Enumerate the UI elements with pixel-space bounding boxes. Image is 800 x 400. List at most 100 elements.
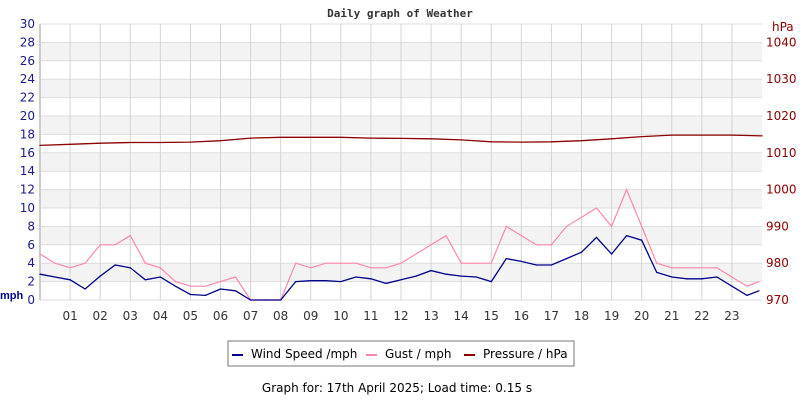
y-right-tick-label: 970: [766, 293, 789, 307]
data-point-gust: [234, 276, 237, 278]
data-point-gust: [295, 262, 297, 264]
data-point-gust: [355, 262, 357, 264]
y-right-tick-label: 1030: [766, 72, 797, 86]
data-point-wind: [84, 288, 86, 290]
data-point-pressure: [610, 138, 613, 140]
data-point-wind: [701, 278, 703, 280]
data-point-wind: [159, 276, 161, 278]
data-point-gust: [460, 262, 462, 264]
data-point-wind: [626, 235, 628, 237]
x-tick-label: 22: [694, 309, 709, 323]
y-left-tick-label: 16: [20, 146, 35, 160]
data-point-gust: [204, 285, 207, 287]
data-point-gust: [716, 267, 718, 269]
data-point-wind: [295, 281, 297, 283]
data-point-gust: [656, 262, 658, 264]
data-point-wind: [265, 299, 267, 301]
data-point-pressure: [490, 141, 492, 143]
right-axis-label: hPa: [772, 20, 794, 34]
y-left-tick-label: 14: [20, 164, 35, 178]
data-point-gust: [310, 267, 312, 269]
data-point-gust: [686, 267, 688, 269]
data-point-pressure: [580, 140, 583, 142]
data-point-pressure: [701, 134, 703, 136]
data-point-wind: [69, 279, 71, 281]
data-point-pressure: [550, 141, 553, 143]
x-tick-label: 12: [393, 309, 408, 323]
data-point-gust: [340, 262, 342, 264]
data-point-wind: [550, 264, 553, 266]
left-axis-label: mph: [0, 290, 24, 302]
data-point-gust: [580, 216, 583, 218]
data-point-wind: [746, 294, 748, 296]
data-point-gust: [445, 235, 447, 237]
x-tick-label: 03: [123, 309, 138, 323]
data-point-wind: [310, 280, 312, 282]
x-tick-label: 04: [153, 309, 168, 323]
data-point-wind: [129, 267, 131, 269]
footer-text: Graph for: 17th April 2025; Load time: 0…: [262, 381, 532, 395]
data-point-gust: [641, 225, 643, 227]
y-right-tick-label: 1040: [766, 35, 797, 49]
x-tick-label: 16: [514, 309, 529, 323]
legend-wind: Wind Speed /mph: [251, 347, 357, 361]
data-point-gust: [731, 276, 733, 278]
x-tick-label: 01: [62, 309, 77, 323]
data-point-pressure: [520, 141, 522, 143]
data-point-gust: [174, 281, 176, 283]
data-point-wind: [370, 278, 372, 280]
data-point-wind: [144, 279, 146, 281]
x-tick-label: 02: [93, 309, 108, 323]
x-tick-label: 08: [273, 309, 288, 323]
data-point-wind: [325, 280, 327, 282]
x-tick-label: 21: [664, 309, 679, 323]
data-point-gust: [671, 267, 673, 269]
data-point-wind: [99, 275, 101, 277]
data-point-wind: [415, 275, 417, 277]
data-point-gust: [535, 244, 537, 246]
data-point-gust: [400, 262, 402, 264]
data-point-gust: [144, 262, 146, 264]
data-point-gust: [325, 262, 327, 264]
y-left-tick-label: 24: [20, 72, 35, 86]
data-point-pressure: [249, 137, 252, 139]
data-point-wind: [39, 273, 41, 275]
data-point-pressure: [731, 134, 733, 136]
data-point-gust: [129, 235, 131, 237]
data-point-pressure: [400, 137, 402, 140]
data-point-pressure: [370, 137, 372, 139]
data-point-wind: [505, 258, 507, 260]
data-point-gust: [385, 267, 387, 269]
data-point-wind: [565, 258, 568, 260]
x-tick-label: 20: [634, 309, 649, 323]
y-left-tick-label: 2: [27, 275, 35, 289]
data-point-gust: [430, 244, 432, 246]
x-tick-label: 05: [183, 309, 198, 323]
data-point-gust: [475, 262, 477, 264]
data-point-pressure: [671, 134, 673, 136]
y-right-tick-label: 1000: [766, 183, 797, 197]
data-point-gust: [550, 244, 553, 246]
data-point-gust: [746, 285, 748, 287]
x-tick-label: 18: [574, 309, 589, 323]
data-point-wind: [656, 271, 658, 273]
data-point-wind: [758, 290, 760, 292]
data-point-wind: [731, 285, 733, 287]
data-point-gust: [505, 225, 507, 227]
y-left-tick-label: 8: [27, 219, 35, 233]
data-point-pressure: [189, 141, 192, 143]
data-point-gust: [595, 207, 598, 209]
data-point-wind: [686, 278, 688, 280]
data-point-pressure: [69, 143, 71, 145]
data-point-wind: [610, 253, 613, 255]
x-tick-label: 14: [454, 309, 469, 323]
data-point-wind: [280, 299, 282, 301]
data-point-wind: [460, 275, 462, 277]
data-point-wind: [475, 276, 477, 278]
y-left-tick-label: 26: [20, 54, 35, 68]
y-right-tick-label: 1010: [766, 146, 797, 160]
data-point-pressure: [219, 140, 222, 142]
x-tick-label: 23: [724, 309, 739, 323]
x-tick-label: 15: [484, 309, 499, 323]
